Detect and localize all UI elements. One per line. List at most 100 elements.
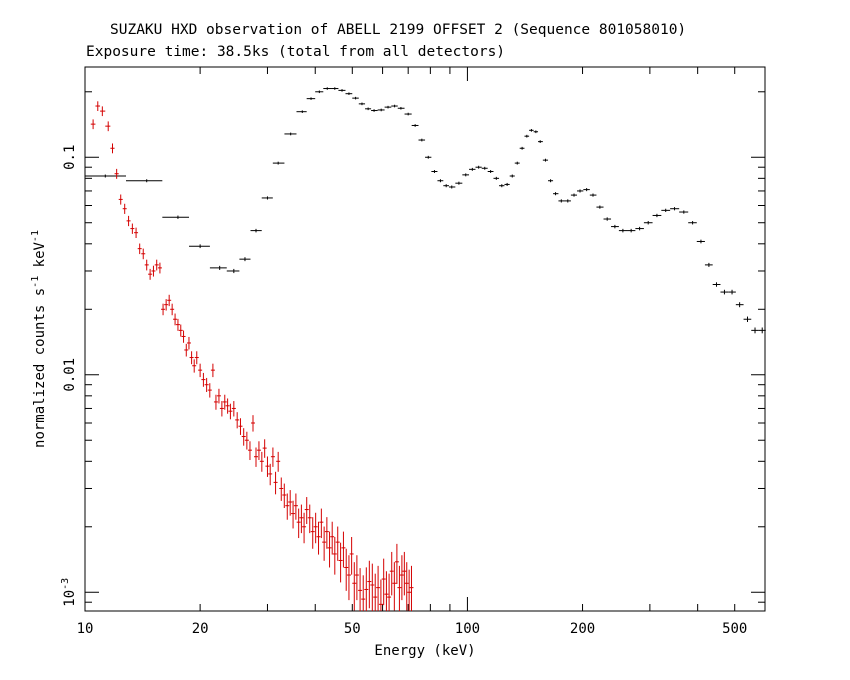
data-point [352,96,359,100]
data-point [256,441,261,461]
data-point [519,146,525,150]
data-point [118,194,123,205]
data-point [352,562,357,611]
data-point [570,193,578,197]
data-point [265,456,270,477]
data-point [455,181,463,185]
series-1 [90,101,414,611]
data-point [431,170,438,173]
data-point [238,418,243,435]
data-point [404,112,412,116]
data-point [589,193,597,197]
data-point [533,130,539,134]
data-point [509,174,515,178]
data-point [344,548,349,591]
data-point [338,542,343,583]
data-point [358,102,366,106]
data-point [304,497,309,524]
data-point [137,243,142,255]
data-point [261,196,273,200]
data-point [122,203,127,214]
data-point [627,228,636,233]
data-point [306,97,316,100]
data-point [331,87,339,90]
data-point [392,562,397,611]
x-tick-label: 100 [455,621,480,637]
data-point [389,551,394,596]
data-point [345,92,353,95]
data-point [192,359,197,373]
data-point [670,207,680,211]
data-point [134,227,139,239]
data-point [404,562,409,611]
data-point [387,573,392,611]
data-point [425,155,432,159]
data-point [635,226,644,231]
data-point [228,403,233,420]
data-point [225,398,230,414]
data-point [222,394,227,410]
data-point [603,217,612,221]
data-point [126,179,163,183]
data-point [704,262,713,267]
data-point [504,182,510,186]
data-point [735,302,744,308]
data-point [553,192,559,196]
data-point [189,244,210,249]
data-point [207,383,212,398]
data-point [161,303,166,316]
data-point [319,508,324,539]
data-point [407,569,412,611]
data-point [315,90,324,94]
data-point [239,257,251,262]
data-point [198,363,203,378]
data-point [365,107,372,111]
data-point [514,161,520,165]
data-point [688,221,697,225]
data-point [564,199,571,203]
data-point [443,184,449,188]
data-point [751,327,759,334]
data-point [296,110,307,114]
data-point [247,441,252,461]
data-point [210,363,215,378]
data-point [250,228,262,233]
data-point [126,215,131,227]
data-point [293,493,298,520]
data-point [302,512,307,544]
data-point [157,262,162,274]
data-point [181,330,186,343]
data-point [184,343,189,357]
data-point [529,128,534,132]
data-point [696,239,705,244]
series-0 [84,87,766,334]
data-point [178,324,183,337]
x-tick-label: 10 [77,621,94,637]
data-point [437,179,444,183]
data-point [100,106,106,117]
data-point [558,199,565,203]
data-point [231,401,236,417]
data-point [299,504,304,534]
y-tick-label: 10-3 [60,578,78,607]
data-point [162,215,190,219]
data-point [273,471,278,495]
y-axis-label-mid: keV [32,241,48,275]
data-point [481,166,488,170]
data-point [235,412,240,429]
data-point [349,536,354,575]
data-point [341,531,346,568]
data-point [712,282,721,287]
y-axis-label-main: normalized counts s [32,288,48,448]
data-point [596,205,604,209]
data-point [462,173,470,177]
y-tick-label: 0.1 [62,145,78,170]
data-point [391,104,398,108]
data-point [114,168,119,179]
data-point [652,213,662,218]
data-point [364,567,369,611]
data-point [743,316,752,322]
data-point [402,551,407,596]
data-point [338,89,346,92]
data-point [758,327,766,334]
